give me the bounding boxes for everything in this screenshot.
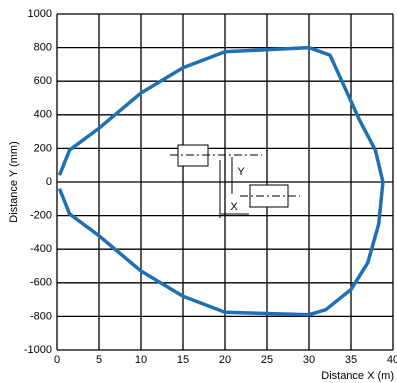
y-axis-title: Distance Y (mm) — [8, 141, 20, 223]
y-tick-label: -600 — [30, 277, 52, 289]
annotation: X — [230, 201, 238, 213]
x-tick-label: 30 — [303, 354, 315, 366]
y-tick-label: 400 — [34, 109, 52, 121]
x-tick-label: 15 — [177, 354, 189, 366]
inset-diagram — [170, 144, 300, 218]
x-tick-label: 40 — [387, 354, 397, 366]
y-tick-label: -200 — [30, 210, 52, 222]
y-tick-label: -800 — [30, 310, 52, 322]
y-tick-label: 1000 — [28, 8, 52, 20]
y-tick-label: 600 — [34, 75, 52, 87]
y-tick-label: 800 — [34, 42, 52, 54]
x-tick-label: 35 — [345, 354, 357, 366]
x-tick-label: 10 — [135, 354, 147, 366]
y-tick-label: -400 — [30, 243, 52, 255]
annotation: Y — [237, 166, 245, 178]
y-tick-label: 0 — [46, 176, 52, 188]
label-bg — [228, 200, 240, 213]
x-axis-title: Distance X (m) — [321, 370, 394, 382]
y-tick-label: 200 — [34, 142, 52, 154]
x-tick-label: 0 — [54, 354, 60, 366]
series-line — [57, 45, 385, 317]
x-tick-label: 20 — [219, 354, 231, 366]
y-tick-label: -1000 — [24, 344, 52, 356]
label-bg — [235, 165, 247, 179]
x-tick-label: 25 — [261, 354, 273, 366]
x-tick-label: 5 — [96, 354, 102, 366]
